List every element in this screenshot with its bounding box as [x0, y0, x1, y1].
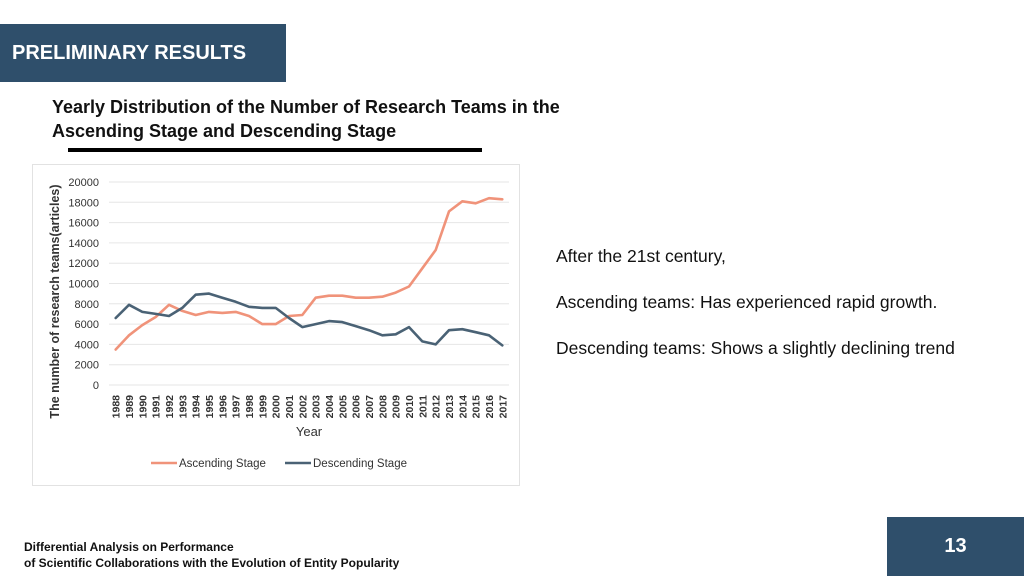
y-tick-label-4: 8000 [75, 299, 99, 311]
x-tick-label-25: 2013 [444, 395, 456, 419]
line-chart: 0 2000 4000 6000 8000 10000 12000 14000 16000 180… [32, 164, 520, 486]
x-tick-label-12: 2000 [271, 395, 283, 419]
x-tick-label-9: 1997 [231, 395, 243, 419]
x-tick-label-19: 2007 [364, 395, 376, 419]
x-tick-label-17: 2005 [337, 395, 349, 419]
x-tick-label-6: 1994 [191, 395, 203, 419]
x-tick-label-26: 2014 [457, 395, 469, 419]
x-tick-label-24: 2012 [431, 395, 443, 419]
series-line-descending [114, 292, 504, 347]
x-tick-label-22: 2010 [404, 395, 416, 419]
x-tick-label-0: 1988 [111, 395, 123, 419]
note-descending: Descending teams: Shows a slightly decli… [556, 338, 955, 358]
footer-line-2: of Scientific Collaborations with the Ev… [24, 556, 400, 570]
y-tick-label-3: 6000 [75, 319, 99, 331]
x-tick-label-3: 1991 [151, 395, 163, 419]
x-tick-label-15: 2003 [311, 395, 323, 419]
x-tick-label-2: 1990 [137, 395, 149, 419]
y-tick-label-6: 12000 [68, 258, 99, 270]
chart-heading-line-1: Yearly Distribution of the Number of Res… [52, 97, 560, 117]
y-tick-label-8: 16000 [68, 218, 99, 230]
x-tick-label-20: 2008 [377, 395, 389, 419]
footer-citation: Differential Analysis on Performance of … [24, 539, 524, 571]
x-tick-label-14: 2002 [297, 395, 309, 419]
x-axis-title: Year [296, 424, 323, 439]
chart-heading: Yearly Distribution of the Number of Res… [52, 95, 652, 143]
x-tick-label-4: 1992 [164, 395, 176, 419]
page-number: 13 [887, 517, 1024, 576]
x-tick-label-13: 2001 [284, 395, 296, 419]
legend-label-0: Ascending Stage [179, 458, 266, 470]
y-tick-label-0: 0 [93, 380, 99, 392]
x-tick-label-27: 2015 [471, 395, 483, 419]
y-tick-label-5: 10000 [68, 279, 99, 291]
chart-heading-line-2: Ascending Stage and Descending Stage [52, 121, 397, 141]
x-tick-label-7: 1995 [204, 395, 216, 419]
y-tick-label-10: 20000 [68, 177, 99, 189]
legend-label-1: Descending Stage [313, 458, 407, 470]
footer-line-1: Differential Analysis on Performance [24, 540, 234, 554]
y-tick-label-7: 14000 [68, 238, 99, 250]
x-tick-label-5: 1993 [177, 395, 189, 419]
x-tick-label-23: 2011 [417, 395, 429, 418]
y-axis-title: The number of research teams(articles) [48, 184, 62, 418]
x-tick-label-8: 1996 [217, 395, 229, 419]
x-tick-label-29: 2017 [497, 395, 509, 419]
line-chart-svg: 0 2000 4000 6000 8000 10000 12000 14000 16000 180… [48, 177, 509, 470]
findings-notes: After the 21st century, Ascending teams:… [556, 244, 976, 382]
y-tick-label-1: 2000 [75, 360, 99, 372]
y-tick-label-2: 4000 [75, 339, 99, 351]
x-tick-label-11: 1999 [257, 395, 269, 419]
x-tick-label-16: 2004 [324, 395, 336, 419]
x-tick-label-28: 2016 [484, 395, 496, 419]
section-title: PRELIMINARY RESULTS [0, 24, 286, 82]
x-tick-label-1: 1989 [124, 395, 136, 419]
x-tick-label-10: 1998 [244, 395, 256, 419]
x-tick-label-21: 2009 [391, 395, 403, 419]
y-tick-label-9: 18000 [68, 197, 99, 209]
note-ascending: Ascending teams: Has experienced rapid g… [556, 292, 938, 312]
heading-underline [68, 148, 482, 152]
x-tick-label-18: 2006 [351, 395, 363, 419]
note-intro: After the 21st century, [556, 246, 726, 266]
